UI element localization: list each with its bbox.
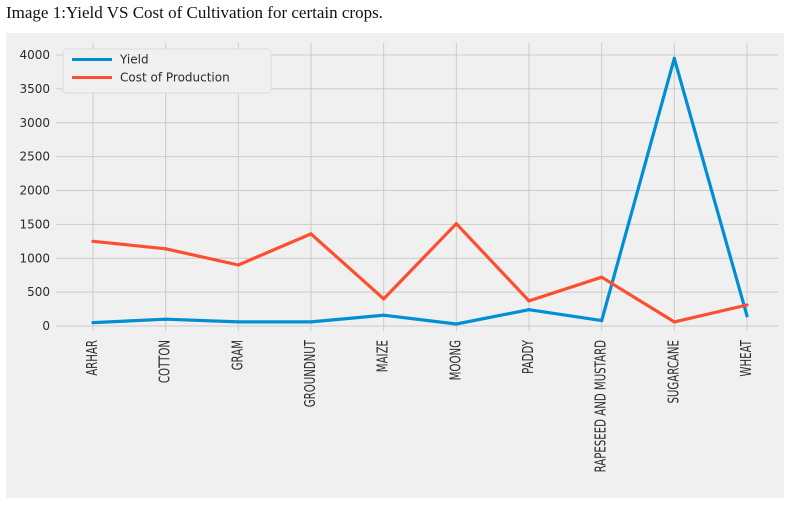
- x-tick-label: SUGARCANE: [664, 340, 681, 404]
- legend: Yield Cost of Production: [62, 48, 272, 94]
- data-point-yield: [91, 321, 95, 325]
- legend-label-cost: Cost of Production: [120, 71, 230, 85]
- y-tick-label: 4000: [19, 48, 50, 62]
- data-point-yield: [382, 313, 386, 317]
- x-tick-label: RAPESEED AND MUSTARD: [592, 340, 609, 472]
- data-point-cost: [164, 247, 168, 251]
- y-tick-labels: 0 500 1000 1500 2000 2500 3000 3500 4000: [19, 48, 50, 333]
- data-point-cost: [745, 303, 749, 307]
- series-line-cost: [92, 222, 748, 324]
- data-point-cost: [236, 263, 240, 267]
- data-point-cost: [527, 299, 531, 303]
- data-point-yield: [164, 317, 168, 321]
- y-tick-label: 0: [42, 319, 50, 333]
- legend-box: [62, 48, 272, 94]
- y-tick-label: 1500: [19, 217, 50, 231]
- y-tick-label: 1000: [19, 251, 50, 265]
- line-chart: 0 500 1000 1500 2000 2500 3000 3500 4000 ARHAR CO…: [6, 33, 784, 498]
- data-point-cost: [382, 297, 386, 301]
- data-point-cost: [454, 222, 458, 226]
- data-point-yield: [309, 320, 313, 324]
- x-tick-label: GROUNDNUT: [301, 340, 318, 407]
- y-tick-label: 2500: [19, 150, 50, 164]
- data-point-yield: [600, 318, 604, 323]
- data-point-cost: [91, 239, 95, 243]
- data-point-cost: [672, 320, 676, 324]
- figure-caption: Image 1:Yield VS Cost of Cultivation for…: [6, 3, 383, 22]
- y-tick-label: 3500: [19, 82, 50, 96]
- data-point-yield: [236, 320, 240, 324]
- x-tick-label: MOONG: [446, 340, 463, 380]
- x-tick-label: ARHAR: [83, 340, 100, 376]
- x-tick-labels: ARHAR COTTON GRAM GROUNDNUT MAIZE MOONG PADDY R…: [83, 340, 754, 473]
- series-lines: [91, 56, 749, 326]
- data-point-yield: [745, 314, 749, 318]
- plot-background: [6, 33, 784, 498]
- legend-label-yield: Yield: [119, 53, 149, 67]
- chart-figure: 0 500 1000 1500 2000 2500 3000 3500 4000 ARHAR CO…: [6, 33, 784, 498]
- x-tick-label: GRAM: [228, 340, 245, 370]
- x-tick-label: PADDY: [519, 340, 536, 374]
- y-tick-label: 3000: [19, 116, 50, 130]
- data-point-cost: [600, 275, 604, 279]
- data-point-yield: [454, 322, 458, 326]
- x-tick-label: MAIZE: [374, 340, 391, 372]
- y-tick-label: 2000: [19, 184, 50, 198]
- x-tick-label: COTTON: [156, 340, 173, 383]
- data-point-yield: [672, 56, 676, 60]
- x-tick-label: WHEAT: [737, 340, 754, 377]
- data-point-yield: [527, 308, 531, 312]
- series-line-yield: [92, 56, 749, 326]
- data-point-cost: [309, 232, 313, 236]
- y-tick-label: 500: [27, 285, 50, 299]
